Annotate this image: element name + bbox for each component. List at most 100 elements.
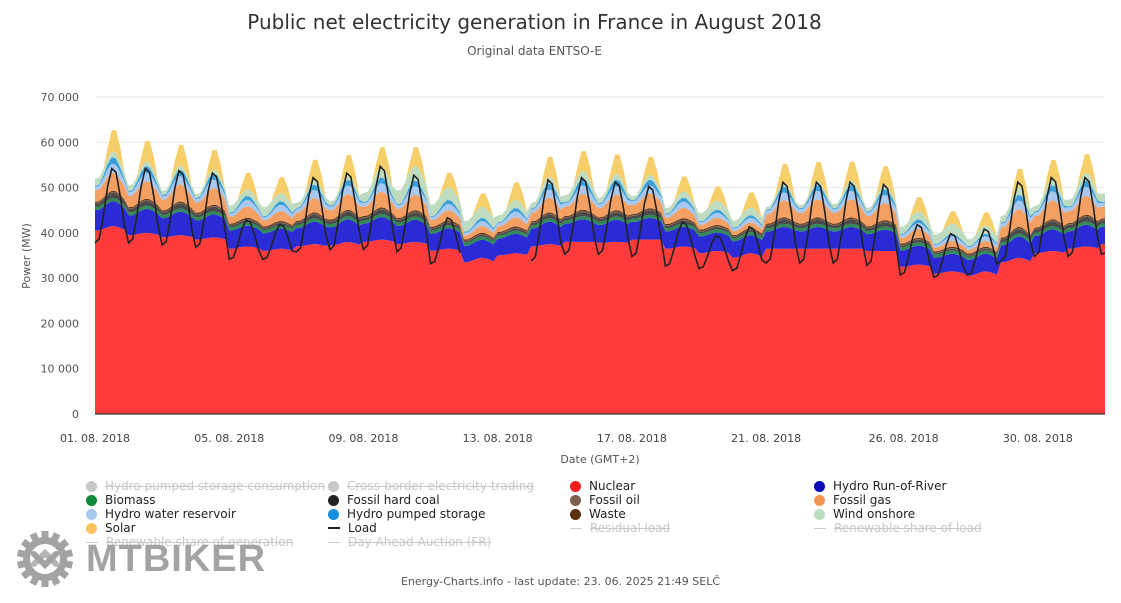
y-tick-label: 0 [72,408,79,421]
stacked-areas [95,130,1105,414]
legend-item-nuclear[interactable]: Nuclear [570,479,635,493]
y-tick-label: 30 000 [41,272,80,285]
legend-item-waste[interactable]: Waste [570,507,626,521]
x-axis-title: Date (GMT+2) [560,453,639,466]
area-nuclear [95,226,1105,414]
gear-tooth [16,559,29,569]
legend-item-hydro-run-of-river[interactable]: Hydro Run-of-River [814,479,946,493]
legend-item-renewable-share-of-load[interactable]: Renewable share of load [814,521,982,535]
legend-dot-icon [328,480,339,492]
legend-item-fossil-hard-coal[interactable]: Fossil hard coal [328,493,440,507]
gear-tooth [56,538,70,551]
legend-label: Load [348,521,377,535]
area-hydro-water-reservoir [95,163,1105,250]
legend-item-load[interactable]: Load [328,521,377,535]
legend-item-day-ahead-auction-fr-[interactable]: Day Ahead Auction (FR) [328,535,491,549]
legend-dot-icon [86,494,97,506]
chart-title: Public net electricity generation in Fra… [247,10,822,34]
gear-tooth [29,573,41,586]
gear-tooth [29,532,41,545]
legend-label: Solar [105,521,136,535]
x-axis-ticks: 01. 08. 2018 05. 08. 2018 09. 08. 2018 13. … [60,432,1073,445]
legend-label: Renewable share of load [834,521,982,535]
y-axis-ticks: 0 10 000 20 000 30 000 40 000 50 000 60 000 70 … [41,91,80,421]
legend-item-wind-onshore[interactable]: Wind onshore [814,507,915,521]
gear-tooth [61,559,74,569]
area-solar [95,130,1105,240]
legend-dot-icon [86,522,97,534]
y-tick-label: 70 000 [41,91,80,104]
y-tick-label: 20 000 [41,317,80,330]
chart-svg: 0 10 000 20 000 30 000 40 000 50 000 60 000 70 … [20,91,1106,466]
legend-label: Renewable share of generation [106,535,294,549]
legend-dot-icon [570,508,581,520]
x-tick-label: 01. 08. 2018 [60,432,130,445]
gear-tooth [61,549,74,559]
legend-item-hydro-pumped-storage-consumption[interactable]: Hydro pumped storage consumption [86,479,325,493]
gear-tooth [20,538,34,551]
gear-tooth [41,531,49,541]
legend-item-fossil-oil[interactable]: Fossil oil [570,493,640,507]
legend-label: Hydro pumped storage consumption [105,479,326,493]
legend-label: Cross-border electricity trading [347,479,535,493]
y-tick-label: 50 000 [41,182,80,195]
area-hydro-run-of-river [95,201,1105,276]
legend-item-fossil-gas[interactable]: Fossil gas [814,493,891,507]
x-tick-label: 17. 08. 2018 [597,432,667,445]
gear-logo-icon [16,531,74,587]
gear-tooth [20,567,34,580]
gear-tooth [41,577,49,587]
legend-item-hydro-water-reservoir[interactable]: Hydro water reservoir [86,507,236,521]
legend-line-icon [814,527,826,529]
x-tick-label: 21. 08. 2018 [731,432,801,445]
legend-line-icon [570,527,582,529]
legend-line-icon [328,527,340,529]
legend-item-biomass[interactable]: Biomass [86,493,155,507]
y-axis-title: Power (MW) [20,223,33,289]
legend-label: Biomass [105,493,156,507]
area-fossil-hard-coal [95,192,1105,257]
legend-label: Hydro Run-of-River [833,479,947,493]
watermark-text: MTBIKER [86,537,267,580]
legend-label: Nuclear [589,479,636,493]
y-tick-label: 40 000 [41,227,80,240]
gear-tooth [49,573,61,586]
legend-line-icon [86,541,98,543]
area-fossil-gas [95,172,1105,254]
legend-label: Fossil hard coal [347,493,440,507]
line-load [94,164,1106,279]
legend-label: Fossil gas [833,493,892,507]
legend-item-solar[interactable]: Solar [86,521,136,535]
footer-credit: Energy-Charts.info - last update: 23. 06… [400,575,721,588]
legend-item-cross-border-electricity-trading[interactable]: Cross-border electricity trading [328,479,534,493]
area-wind-onshore [95,151,1105,247]
y-tick-label: 60 000 [41,136,80,149]
legend-label: Hydro pumped storage [347,507,486,521]
legend-label: Fossil oil [589,493,640,507]
legend-dot-icon [328,508,339,520]
legend-label: Wind onshore [833,507,916,521]
legend-line-icon [328,541,340,543]
legend-label: Hydro water reservoir [105,507,236,521]
x-tick-label: 13. 08. 2018 [463,432,533,445]
x-tick-label: 09. 08. 2018 [328,432,398,445]
legend-label: Day Ahead Auction (FR) [348,535,492,549]
legend-dot-icon [814,508,825,520]
legend-label: Residual load [590,521,671,535]
chart-subtitle: Original data ENTSO-E [467,44,602,58]
legend-dot-icon [570,494,581,506]
legend-dot-icon [328,494,339,506]
legend-dot-icon [86,508,97,520]
legend-item-renewable-share-of-generation[interactable]: Renewable share of generation [86,535,293,549]
x-tick-label: 26. 08. 2018 [869,432,939,445]
legend-dot-icon [570,480,581,492]
watermark: MTBIKER [14,528,266,590]
y-tick-label: 10 000 [41,363,80,376]
legend-item-residual-load[interactable]: Residual load [570,521,670,535]
legend-item-hydro-pumped-storage[interactable]: Hydro pumped storage [328,507,486,521]
x-tick-label: 05. 08. 2018 [194,432,264,445]
legend-dot-icon [86,480,97,492]
legend-label: Waste [589,507,626,521]
gear-tooth [16,549,29,559]
legend-dot-icon [814,494,825,506]
